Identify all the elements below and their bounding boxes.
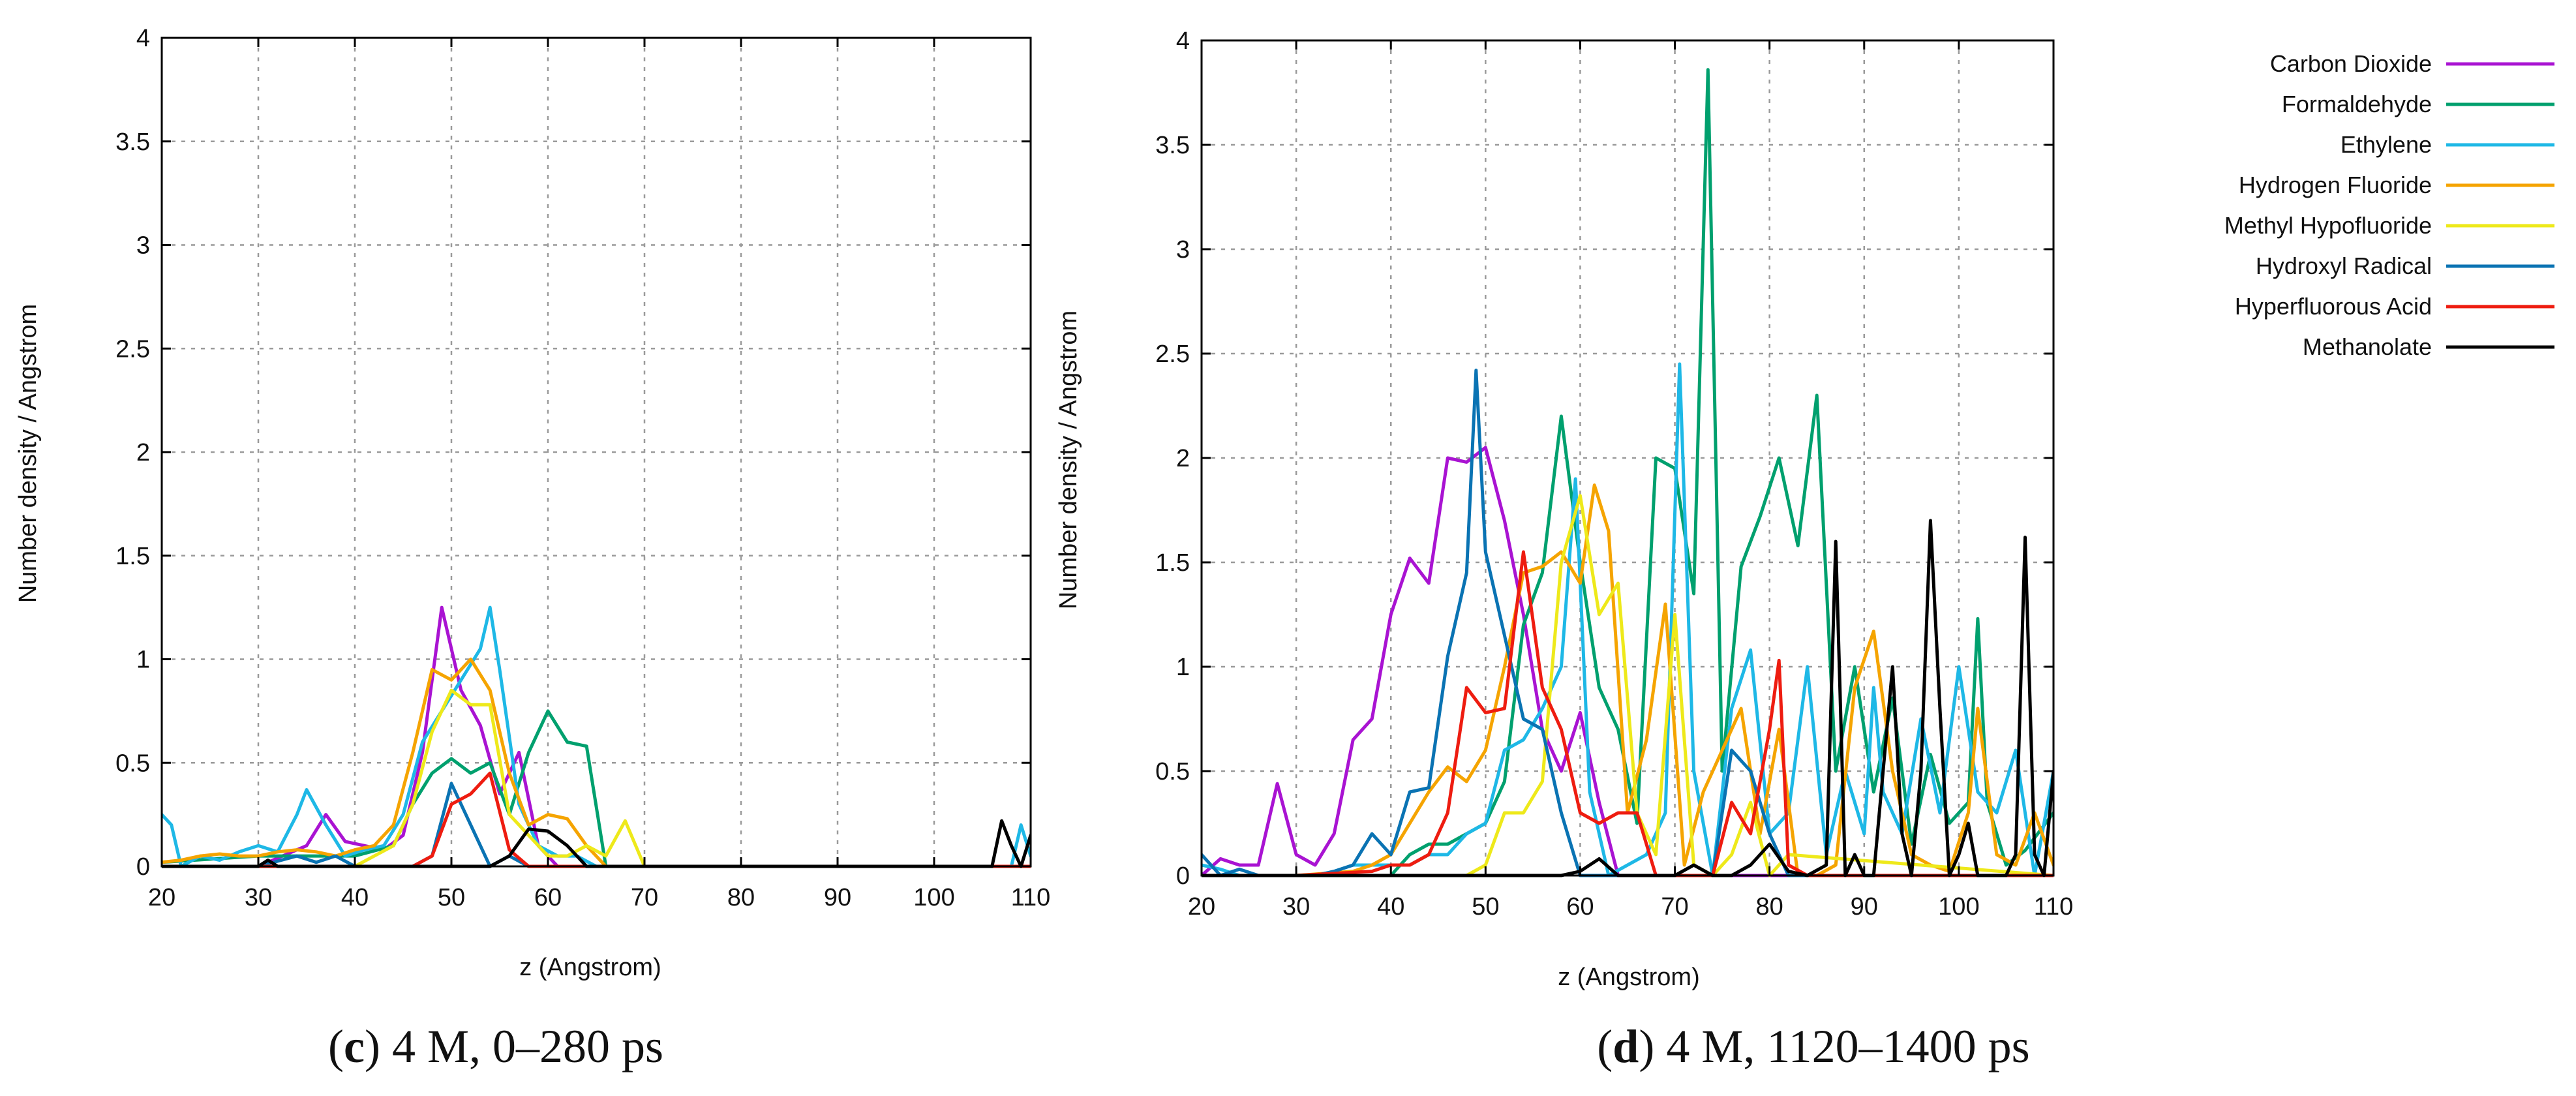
panel-caption-letter: c xyxy=(344,1020,365,1073)
chart-panel-d: Number density / Angstrom z (Angstrom) (… xyxy=(1055,27,2073,1073)
x-tick-label: 60 xyxy=(1566,893,1594,921)
y-tick-label: 4 xyxy=(1176,27,1190,55)
x-tick-label: 90 xyxy=(1851,893,1878,921)
x-tick-label: 100 xyxy=(1938,893,1979,921)
panel-caption-letter: d xyxy=(1613,1020,1639,1073)
y-tick-label: 3.5 xyxy=(1155,132,1190,159)
series-line-formaldehyde xyxy=(162,709,1031,868)
y-tick-label: 3.5 xyxy=(115,129,150,156)
y-tick-label: 2 xyxy=(136,439,150,466)
x-tick-label: 100 xyxy=(913,884,954,911)
y-tick-label: 0 xyxy=(1176,862,1190,890)
x-tick-label: 110 xyxy=(2034,893,2074,921)
y-tick-label: 0.5 xyxy=(1155,758,1190,785)
legend-label: Carbon Dioxide xyxy=(2270,50,2432,77)
y-tick-label: 2.5 xyxy=(1155,341,1190,368)
y-tick-label: 3 xyxy=(1176,236,1190,264)
x-tick-label: 90 xyxy=(824,884,851,911)
x-tick-label: 30 xyxy=(245,884,272,911)
x-tick-label: 30 xyxy=(1282,893,1310,921)
series-line-hyperfluorous-acid xyxy=(1202,550,2053,877)
x-tick-label: 70 xyxy=(631,884,658,911)
series-line-methanolate xyxy=(162,819,1031,868)
x-tick-label: 50 xyxy=(1472,893,1499,921)
chart-panel-c: Number density / Angstrom z (Angstrom) (… xyxy=(14,25,1050,1073)
y-tick-label: 2 xyxy=(1176,445,1190,472)
y-tick-label: 1 xyxy=(1176,654,1190,681)
panel-caption-text: 4 M, 0–280 ps xyxy=(380,1020,663,1073)
y-tick-label: 1.5 xyxy=(1155,549,1190,577)
x-tick-label: 50 xyxy=(438,884,465,911)
legend-label: Formaldehyde xyxy=(2282,91,2432,117)
y-tick-label: 0.5 xyxy=(115,750,150,777)
y-axis-label: Number density / Angstrom xyxy=(1055,311,1082,609)
x-tick-label: 70 xyxy=(1661,893,1688,921)
panel-caption-text: 4 M, 1120–1400 ps xyxy=(1654,1020,2029,1073)
x-tick-label: 40 xyxy=(1377,893,1404,921)
y-tick-label: 4 xyxy=(136,25,150,52)
x-tick-label: 80 xyxy=(1756,893,1783,921)
y-tick-label: 3 xyxy=(136,232,150,260)
y-tick-label: 2.5 xyxy=(115,335,150,363)
series-line-methyl-hypofluoride xyxy=(1202,494,2053,877)
x-axis-label: z (Angstrom) xyxy=(519,954,661,981)
panel-caption-d: (d) 4 M, 1120–1400 ps xyxy=(1597,1020,2029,1073)
x-tick-label: 80 xyxy=(727,884,755,911)
x-axis-label: z (Angstrom) xyxy=(1558,964,1699,991)
series-line-methyl-hypofluoride xyxy=(162,688,1031,868)
x-tick-label: 40 xyxy=(341,884,369,911)
series-line-hydrogen-fluoride xyxy=(162,658,1031,868)
legend-label: Ethylene xyxy=(2341,131,2432,158)
legend-label: Methanolate xyxy=(2303,333,2432,360)
x-tick-label: 110 xyxy=(1011,884,1051,911)
y-axis-label: Number density / Angstrom xyxy=(14,304,42,603)
y-tick-label: 0 xyxy=(136,853,150,881)
x-tick-label: 20 xyxy=(148,884,175,911)
legend-label: Hyperfluorous Acid xyxy=(2235,293,2432,320)
series-line-carbon-dioxide xyxy=(1202,446,2053,877)
legend-label: Methyl Hypofluoride xyxy=(2224,212,2432,239)
plot-area xyxy=(1202,40,2053,875)
x-tick-label: 60 xyxy=(534,884,562,911)
legend-label: Hydrogen Fluoride xyxy=(2239,172,2432,198)
x-tick-label: 20 xyxy=(1188,893,1215,921)
y-tick-label: 1.5 xyxy=(115,543,150,570)
legend: Carbon Dioxide Formaldehyde Ethylene Hydrog… xyxy=(2224,50,2554,360)
legend-label: Hydroxyl Radical xyxy=(2256,252,2432,279)
panel-caption-c: (c) 4 M, 0–280 ps xyxy=(328,1020,663,1073)
y-tick-label: 1 xyxy=(136,647,150,674)
